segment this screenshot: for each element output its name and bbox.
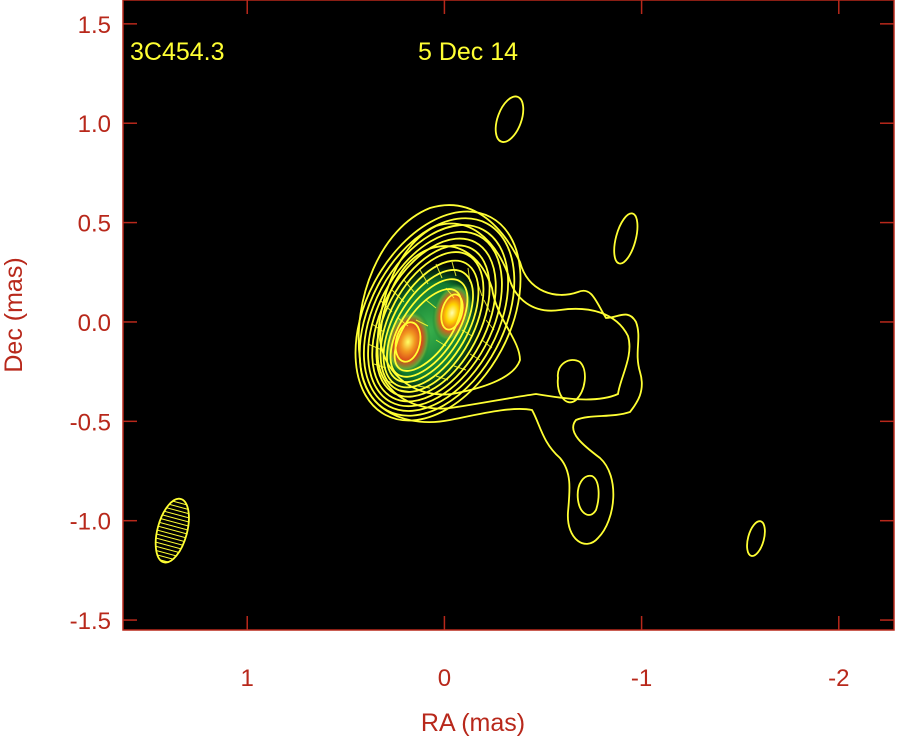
jet-knot-contour [556,359,586,404]
jet-contours [357,204,643,545]
outer-feature-contour [494,95,525,143]
x-tick-label: 0 [438,665,451,692]
jet-outer-contour [357,204,643,545]
y-tick-label: 1.0 [78,111,111,138]
y-tick-label: 0.5 [78,211,111,238]
x-tick-label: -1 [631,665,652,692]
y-tick-label: -1.5 [70,608,111,635]
date-label: 5 Dec 14 [418,38,518,66]
core-east-blob [432,283,472,343]
y-tick-label: -0.5 [70,409,111,436]
outer-features [494,95,766,557]
y-axis-title: Dec (mas) [0,257,28,372]
contour-west-peak [394,321,422,363]
outer-feature-contour [613,212,639,265]
contour-east-peak [440,293,464,331]
x-tick-labels: 1 0 -1 -2 [241,665,850,692]
jet-lower-knot-contour [576,474,600,516]
x-tick-label: -2 [828,665,849,692]
core-west-blob [385,310,431,374]
source-label: 3C454.3 [130,38,225,66]
axis-ticks [123,0,894,630]
plot-frame [122,0,895,631]
jet-inner-contour [376,222,631,410]
y-tick-label: 0.0 [78,310,111,337]
x-tick-label: 1 [241,665,254,692]
outer-feature-contour [746,520,766,557]
y-tick-label: -1.0 [70,509,111,536]
x-axis-title: RA (mas) [421,709,525,737]
jet-mid-contour [379,245,521,396]
y-tick-label: 1.5 [78,12,111,39]
y-tick-labels: 1.5 1.0 0.5 0.0 -0.5 -1.0 -1.5 [70,12,111,635]
restoring-beam [154,497,190,564]
plot-area [123,0,894,630]
